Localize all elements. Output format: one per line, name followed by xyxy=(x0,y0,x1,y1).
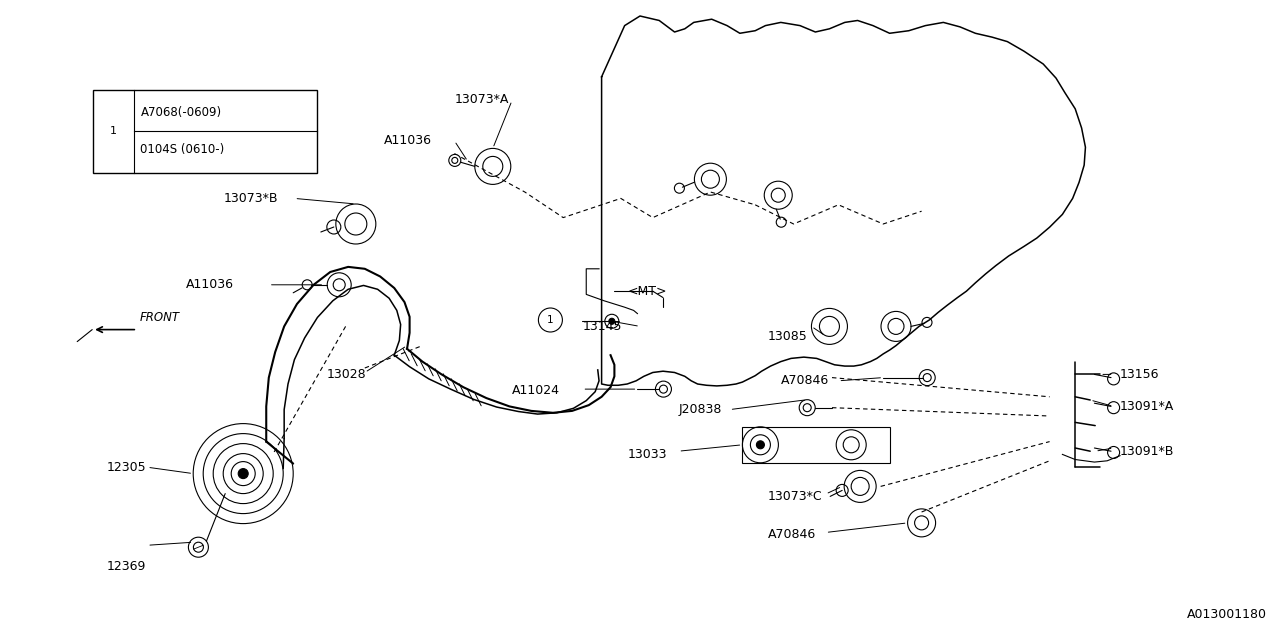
Text: FRONT: FRONT xyxy=(140,311,179,324)
Text: A70846: A70846 xyxy=(768,528,817,541)
Text: 13091*A: 13091*A xyxy=(1120,400,1174,413)
Text: J20838: J20838 xyxy=(678,403,722,416)
Text: 13145: 13145 xyxy=(582,320,622,333)
Text: A11024: A11024 xyxy=(512,384,561,397)
Text: A11036: A11036 xyxy=(186,278,233,291)
Text: 12369: 12369 xyxy=(106,560,146,573)
Text: 13073*C: 13073*C xyxy=(768,490,823,502)
Text: A11036: A11036 xyxy=(384,134,433,147)
Text: 13073*A: 13073*A xyxy=(454,93,508,106)
Text: 13073*B: 13073*B xyxy=(224,192,279,205)
Text: 13033: 13033 xyxy=(627,448,667,461)
Circle shape xyxy=(449,154,461,166)
FancyBboxPatch shape xyxy=(742,427,890,463)
Text: 13028: 13028 xyxy=(326,368,366,381)
Text: A013001180: A013001180 xyxy=(1188,608,1267,621)
Text: 12305: 12305 xyxy=(106,461,146,474)
FancyBboxPatch shape xyxy=(93,90,317,173)
Circle shape xyxy=(238,468,248,479)
Text: 13085: 13085 xyxy=(768,330,808,342)
Text: 13091*B: 13091*B xyxy=(1120,445,1174,458)
Text: 1: 1 xyxy=(110,126,116,136)
Text: <MT>: <MT> xyxy=(627,285,667,298)
Circle shape xyxy=(609,318,614,324)
Text: 1: 1 xyxy=(547,315,554,325)
Text: 0104S (0610-): 0104S (0610-) xyxy=(141,143,225,156)
Text: 13156: 13156 xyxy=(1120,368,1160,381)
Circle shape xyxy=(756,441,764,449)
Text: A70846: A70846 xyxy=(781,374,829,387)
Text: A7068(-0609): A7068(-0609) xyxy=(141,106,221,120)
